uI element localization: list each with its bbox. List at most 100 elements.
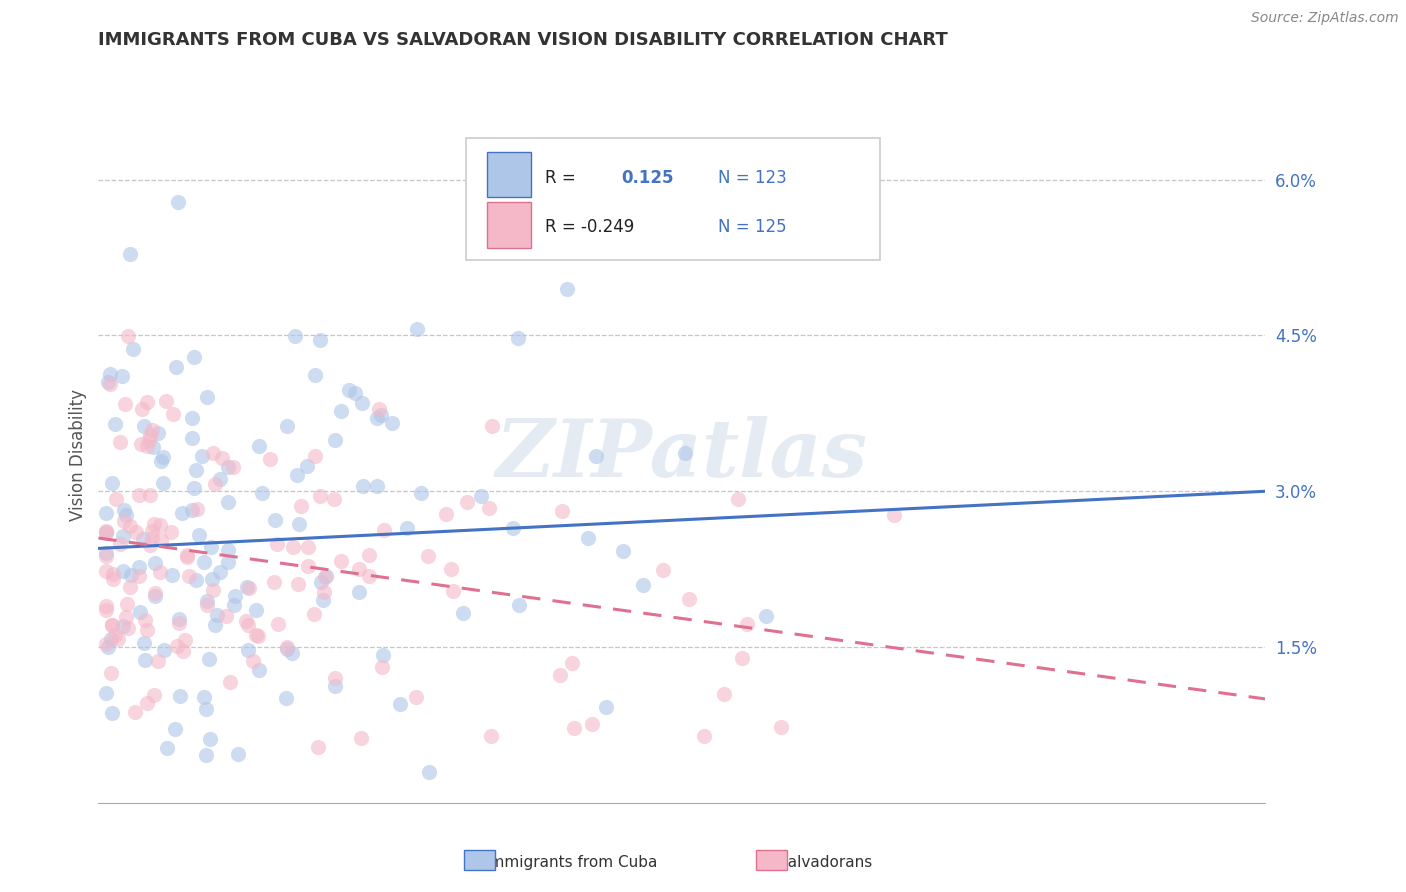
Point <box>263 513 285 527</box>
Point <box>418 764 440 779</box>
Point <box>97 375 120 389</box>
Point <box>198 652 221 666</box>
Point <box>139 538 162 552</box>
Point <box>200 541 222 555</box>
Point <box>100 617 122 632</box>
Point <box>136 696 159 710</box>
Point <box>246 630 269 644</box>
Point <box>100 666 122 681</box>
Point <box>731 651 754 665</box>
Point <box>104 491 127 506</box>
Point <box>107 632 129 646</box>
Point <box>441 584 464 599</box>
Point <box>343 385 366 400</box>
Point <box>169 616 191 631</box>
Point <box>100 618 122 632</box>
Point <box>325 433 347 447</box>
Point <box>94 603 117 617</box>
Point <box>143 586 166 600</box>
Point <box>176 549 198 564</box>
Point <box>373 648 395 663</box>
Point <box>125 524 148 539</box>
Point <box>218 675 240 690</box>
Text: 0.125: 0.125 <box>621 169 673 187</box>
Point <box>98 376 121 391</box>
Point <box>551 503 574 517</box>
Point <box>134 636 156 650</box>
Point <box>769 721 792 735</box>
Point <box>149 517 172 532</box>
Point <box>188 528 211 542</box>
Point <box>162 407 184 421</box>
Point <box>193 690 215 704</box>
Point <box>245 628 267 642</box>
Point <box>143 689 166 703</box>
Point <box>181 503 204 517</box>
Point <box>352 396 374 410</box>
Point <box>149 533 172 548</box>
Point <box>222 598 245 612</box>
Y-axis label: Vision Disability: Vision Disability <box>69 389 87 521</box>
Point <box>183 481 205 495</box>
Point <box>195 390 218 404</box>
Point <box>284 329 307 343</box>
Point <box>276 419 298 434</box>
Point <box>307 739 329 754</box>
Point <box>236 642 259 657</box>
Point <box>208 472 231 486</box>
Point <box>357 548 380 562</box>
Point <box>143 589 166 603</box>
Point <box>169 612 191 626</box>
Text: Immigrants from Cuba: Immigrants from Cuba <box>485 855 658 870</box>
Point <box>129 437 152 451</box>
Point <box>115 508 138 522</box>
Point <box>135 439 157 453</box>
Point <box>217 494 239 508</box>
Point <box>371 660 394 674</box>
Point <box>548 668 571 682</box>
Point <box>100 706 122 720</box>
Point <box>108 536 131 550</box>
Point <box>94 599 117 614</box>
Point <box>561 657 583 671</box>
Point <box>312 585 335 599</box>
Point <box>373 523 395 537</box>
Point <box>139 488 162 502</box>
Point <box>555 282 578 296</box>
Point <box>330 554 353 568</box>
Point <box>128 559 150 574</box>
Point <box>94 637 117 651</box>
Point <box>146 426 169 441</box>
Point <box>115 597 138 611</box>
Point <box>290 499 312 513</box>
Point <box>314 569 336 583</box>
Point <box>281 646 304 660</box>
Point <box>118 519 141 533</box>
Point <box>200 731 222 746</box>
Point <box>238 618 260 632</box>
Text: N = 125: N = 125 <box>718 218 787 235</box>
Point <box>205 608 228 623</box>
Point <box>502 521 524 535</box>
Point <box>122 343 145 357</box>
Point <box>211 451 233 466</box>
Point <box>406 322 429 336</box>
Point <box>883 508 905 522</box>
Point <box>481 418 503 433</box>
Point <box>267 616 290 631</box>
Point <box>224 590 246 604</box>
Point <box>167 195 190 210</box>
Point <box>359 568 381 582</box>
Point <box>218 543 240 558</box>
Point <box>349 585 371 599</box>
Point <box>215 609 238 624</box>
Text: R = -0.249: R = -0.249 <box>546 218 634 235</box>
Point <box>395 521 418 535</box>
Point <box>94 564 117 578</box>
Point <box>112 514 135 528</box>
Point <box>330 404 353 418</box>
Point <box>128 568 150 582</box>
Point <box>138 428 160 442</box>
Point <box>94 546 117 560</box>
Point <box>508 330 530 344</box>
